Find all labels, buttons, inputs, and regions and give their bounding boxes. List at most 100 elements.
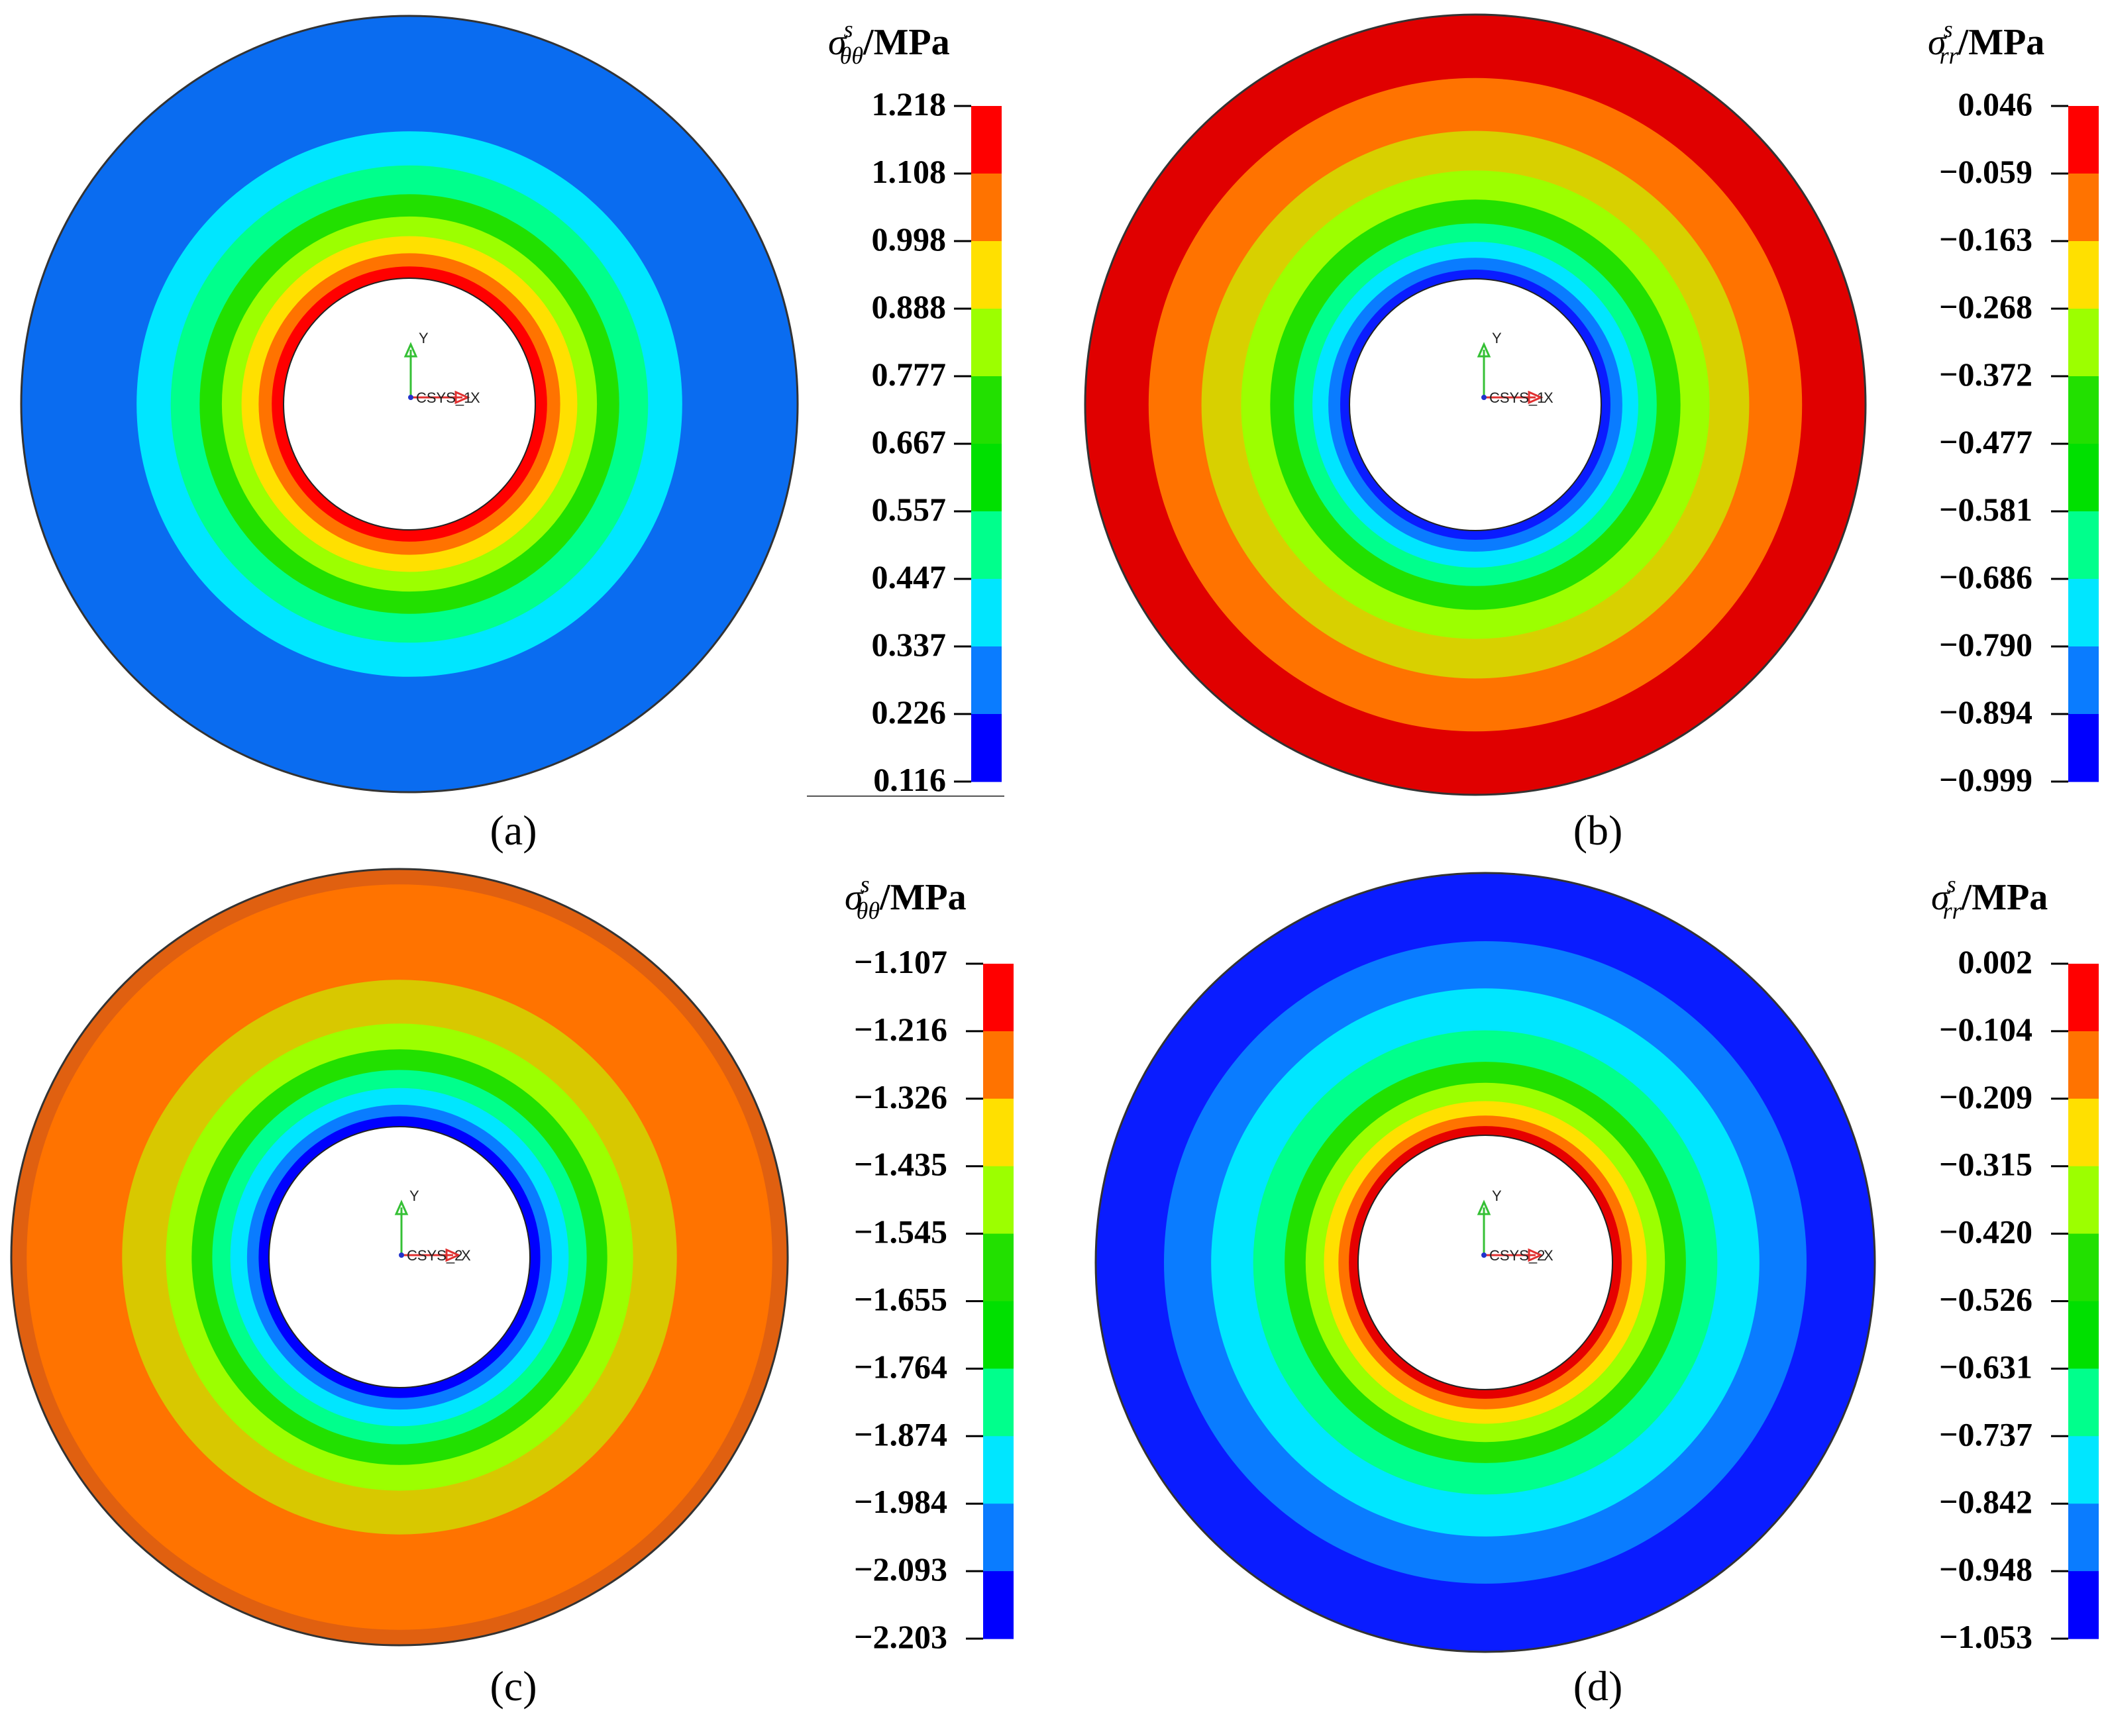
colorbar-tick-label: −0.420 [1939,1213,2032,1251]
colorbar-tick-label: 0.002 [1958,943,2033,980]
colorbar-segment [2068,376,2099,444]
origin-dot [1481,1252,1487,1258]
colorbar: 0.002 −0.104 −0.209 −0.315 −0.420 −0.526 −0.63… [1939,943,2099,1655]
quantity-superscript: s [861,871,870,897]
contour-disc [1094,872,1876,1653]
panel-d: Y CSYS_2X 0.002 −0.104 −0.209 −0.315 −0.420 −0.… [1094,871,2099,1710]
colorbar-segment [983,1368,1014,1437]
x-axis-arrow [445,1248,461,1262]
csys-triad: Y CSYS_1X [403,330,480,406]
colorbar-title: σs rr/MPa [1931,871,2048,924]
colorbar-segment [983,1436,1014,1504]
inner-hole [1357,1135,1613,1390]
colorbar-segment [2068,1436,2099,1504]
quantity-subscript: θθ [857,897,880,924]
colorbar-tick-label: −0.268 [1939,288,2032,325]
colorbar-tick-label: 0.888 [872,288,947,325]
quantity-symbol: σ [1928,22,1948,63]
colorbar-tick-label: 0.777 [872,356,947,393]
x-axis-label: X [470,389,480,406]
contour-disc [20,15,799,793]
colorbar-segment [2068,1233,2099,1302]
panel-b: Y CSYS_1X 0.046 −0.059 −0.163 −0.268 −0.372 −0.… [1084,13,2099,854]
colorbar-segment [983,1233,1014,1302]
colorbar-tick-label: −0.104 [1939,1011,2032,1048]
colorbar-tick-label: −0.894 [1939,693,2032,731]
colorbar-segment [971,241,1002,309]
quantity-superscript: s [1944,16,1953,42]
origin-dot [1481,395,1487,400]
x-axis-label: X [461,1247,471,1264]
quantity-subscript: θθ [840,42,863,69]
quantity-unit: /MPa [879,877,967,918]
colorbar-segment [983,1031,1014,1099]
contour-disc [1084,13,1867,796]
colorbar-segment [983,1166,1014,1235]
colorbar-tick-label: −0.477 [1939,423,2032,460]
colorbar-segment [2068,1504,2099,1572]
colorbar-tick-label: 1.218 [872,85,947,123]
colorbar-segment [2068,714,2099,782]
y-axis-label: Y [409,1188,419,1204]
csys-name: CSYS_2 [407,1247,462,1264]
colorbar-title: σs θθ/MPa [845,871,967,924]
colorbar-tick-label: 0.998 [872,221,947,258]
colorbar-segment [971,376,1002,444]
colorbar-tick-label: −1.874 [854,1415,947,1453]
colorbar-title: σs rr/MPa [1928,16,2044,69]
quantity-symbol: σ [828,22,848,63]
x-axis-arrow [1528,390,1544,405]
colorbar-segment [2068,1031,2099,1099]
colorbar-segment [983,1301,1014,1369]
quantity-unit: /MPa [1961,877,2048,918]
colorbar-segment [2068,579,2099,647]
csys-triad: Y CSYS_1X [1477,330,1554,406]
colorbar-segment [971,309,1002,377]
quantity-subscript: rr [1943,897,1962,924]
colorbar-segment [2068,444,2099,512]
colorbar-tick-label: −0.581 [1939,491,2032,528]
colorbar-tick-label: −0.631 [1939,1348,2032,1385]
colorbar-tick-label: −1.435 [854,1146,947,1183]
colorbar-tick-label: −1.107 [854,943,947,980]
colorbar-tick-label: −1.655 [854,1281,947,1318]
panel-label: (a) [490,807,537,854]
colorbar-segment [971,106,1002,174]
colorbar-segment [2068,174,2099,242]
panel-a: Y CSYS_1X 1.218 1.108 0.998 0.888 0.777 0.667 0.… [20,15,1004,854]
colorbar-segment [971,511,1002,580]
colorbar: 0.046 −0.059 −0.163 −0.268 −0.372 −0.477 −0.58… [1939,85,2099,798]
y-axis-label: Y [419,330,429,346]
colorbar-tick-label: 1.108 [872,153,947,190]
csys-triad: Y CSYS_2X [394,1188,471,1264]
colorbar-tick-label: −0.163 [1939,221,2032,258]
origin-dot [408,395,413,400]
quantity-superscript: s [1947,871,1956,897]
colorbar-tick-label: −1.216 [854,1011,947,1048]
colorbar-tick-label: −0.999 [1939,761,2032,798]
contour-disc [10,868,789,1647]
csys-triad: Y CSYS_2X [1477,1188,1554,1264]
colorbar-tick-label: −0.526 [1939,1281,2032,1318]
quantity-superscript: s [844,16,853,42]
colorbar-segment [2068,1166,2099,1235]
y-axis-arrow [394,1200,409,1215]
colorbar-segment [2068,1098,2099,1167]
colorbar-segment [2068,1301,2099,1369]
colorbar-segment [2068,964,2099,1032]
colorbar-segment [983,1504,1014,1572]
quantity-symbol: σ [1931,877,1951,918]
panel-label: (d) [1573,1662,1623,1710]
colorbar-tick-label: −1.326 [854,1078,947,1115]
y-axis-arrow [403,342,418,358]
colorbar-segment [2068,1571,2099,1639]
colorbar-tick-label: −1.764 [854,1348,947,1385]
x-axis-label: X [1544,389,1554,406]
inner-hole [1349,278,1602,531]
csys-name: CSYS_2 [1489,1247,1545,1264]
colorbar-tick-label: −0.209 [1939,1078,2032,1115]
colorbar-segment [983,1098,1014,1167]
colorbar-tick-label: −1.053 [1939,1618,2032,1655]
colorbar-segment [2068,646,2099,715]
